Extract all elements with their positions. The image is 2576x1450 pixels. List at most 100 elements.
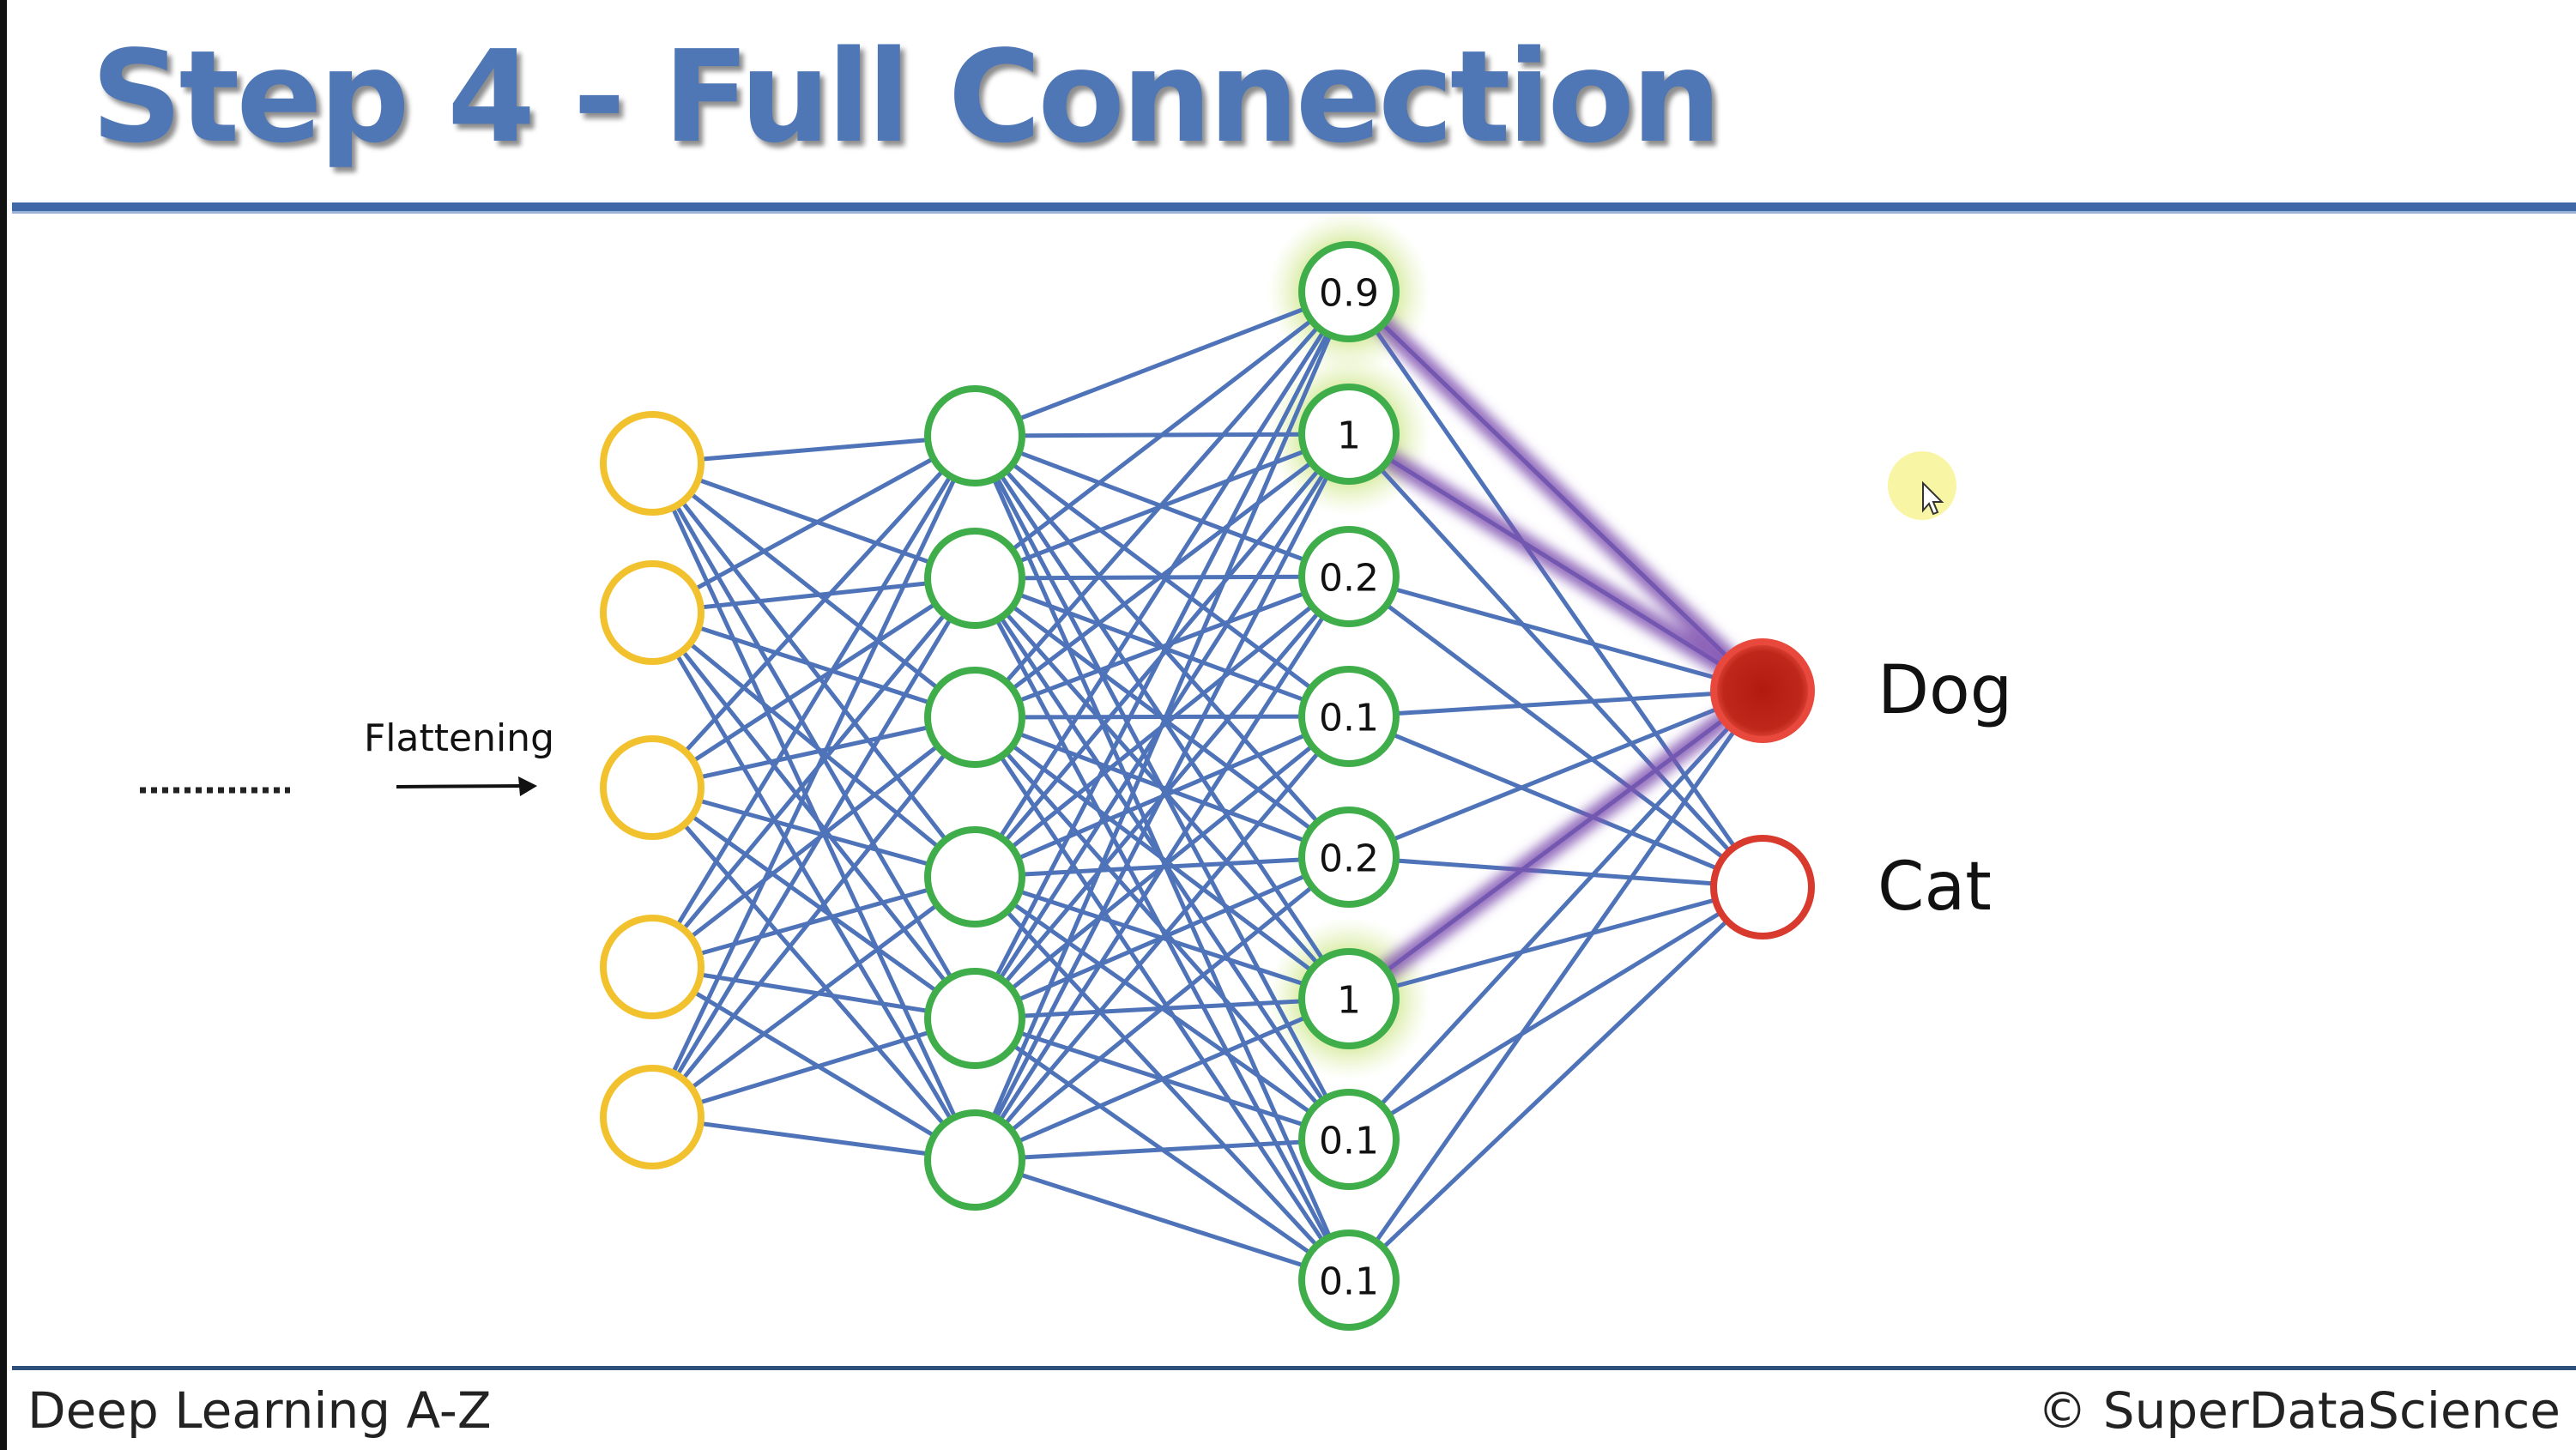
fc-neuron-value: 0.2	[1319, 557, 1379, 601]
connection-line	[972, 715, 1351, 1283]
connection-line	[972, 432, 1351, 1163]
connection-line	[972, 715, 1351, 1142]
connection-line	[650, 610, 977, 1163]
connection-line	[650, 461, 977, 879]
connection-line	[1346, 574, 1765, 890]
fc-neuron-value: 0.1	[1319, 697, 1379, 740]
connection-line	[1346, 688, 1765, 1283]
highlighted-connection	[1339, 425, 1772, 700]
cursor-pointer-icon	[1922, 480, 1944, 516]
connection-line	[1346, 688, 1765, 860]
connection-line	[650, 433, 977, 615]
connection-line	[972, 574, 1351, 720]
hidden-node	[924, 1109, 1025, 1211]
hidden-node	[924, 385, 1025, 486]
fc-neuron	[1298, 666, 1400, 767]
connection-line	[650, 461, 977, 1021]
connection-line	[650, 1115, 977, 1163]
output-node	[1710, 835, 1815, 939]
connection-line	[972, 289, 1351, 581]
output-label: Cat	[1878, 849, 1992, 926]
connection-line	[650, 576, 977, 615]
connection-line	[1346, 714, 1765, 890]
connection-line	[650, 433, 977, 970]
connection-line	[1346, 574, 1765, 693]
connection-line	[650, 785, 977, 1021]
connection-line	[972, 1157, 1351, 1283]
hidden-node	[924, 528, 1025, 629]
connection-line	[1346, 885, 1765, 1283]
input-node	[600, 915, 704, 1019]
connection-line	[650, 610, 977, 879]
connection-line	[650, 610, 977, 1021]
hidden-node	[924, 667, 1025, 768]
input-node	[600, 411, 704, 516]
connection-line	[972, 289, 1351, 879]
fc-neuron	[1298, 807, 1400, 908]
connection-line	[972, 715, 1351, 1001]
connection-line	[650, 433, 977, 1120]
course-name: Deep Learning A-Z	[27, 1381, 492, 1440]
fc-neuron-value: 0.1	[1319, 1120, 1379, 1163]
connection-line	[650, 1016, 977, 1120]
connection-line	[972, 996, 1351, 1163]
flattening-arrow	[396, 784, 523, 788]
connection-line	[650, 785, 977, 1163]
fc-neuron	[1298, 526, 1400, 627]
connection-line	[1346, 688, 1765, 1142]
fc-neuron-value: 0.2	[1319, 837, 1379, 881]
hidden-node	[924, 968, 1025, 1069]
fc-neuron	[1298, 1089, 1400, 1190]
connection-line	[972, 289, 1351, 1163]
connection-line	[1346, 688, 1765, 719]
copyright-notice: © SuperDataScience	[2037, 1381, 2561, 1440]
connection-line	[650, 576, 977, 1120]
connection-line	[1346, 432, 1765, 890]
output-label: Dog	[1878, 652, 2012, 729]
highlighted-connection	[1339, 681, 1772, 1008]
connection-line	[972, 855, 1351, 1163]
connection-line	[972, 289, 1351, 1021]
connection-line	[650, 433, 977, 466]
title-divider	[12, 202, 2576, 214]
connection-line	[972, 289, 1351, 438]
connection-line	[650, 461, 977, 1163]
flattening-label: Flattening	[364, 716, 554, 760]
fc-neuron	[1298, 241, 1400, 342]
connection-line	[972, 574, 1351, 1163]
input-node	[600, 735, 704, 840]
hidden-node	[924, 826, 1025, 927]
connection-line	[972, 714, 1351, 1163]
connection-line	[650, 433, 977, 790]
connection-line	[650, 715, 977, 790]
connection-line	[1346, 885, 1765, 1142]
connection-line	[650, 461, 977, 720]
connection-line	[1346, 289, 1765, 890]
fc-neuron-value: 0.9	[1319, 272, 1379, 316]
connection-line	[650, 874, 977, 1120]
fc-neuron-value: 0.1	[1319, 1260, 1379, 1304]
connection-line	[972, 714, 1351, 720]
input-node	[600, 1065, 704, 1169]
connection-line	[972, 432, 1351, 720]
connection-line	[650, 610, 977, 720]
connection-line	[972, 1137, 1351, 1163]
slide-title: Step 4 - Full Connection	[91, 23, 1721, 171]
connection-line	[650, 715, 977, 970]
fc-neuron	[1298, 1229, 1400, 1331]
neural-network-diagram: Flattening 0.9 1 0.2 0.1 0.2 1 0.1 0.1 Dog Cat	[140, 210, 2012, 1331]
connection-line	[972, 715, 1351, 860]
input-node	[600, 560, 704, 665]
connection-line	[972, 289, 1351, 720]
connection-line	[1346, 885, 1765, 1001]
connection-line	[650, 964, 977, 1021]
fc-neuron	[1298, 384, 1400, 485]
output-node-active	[1710, 638, 1815, 743]
connection-line	[650, 785, 977, 879]
flattening-arrow-head	[518, 776, 537, 796]
fc-neuron-value: 1	[1337, 979, 1361, 1023]
connection-line	[650, 576, 977, 790]
connection-line	[1346, 855, 1765, 890]
connection-line	[650, 874, 977, 970]
